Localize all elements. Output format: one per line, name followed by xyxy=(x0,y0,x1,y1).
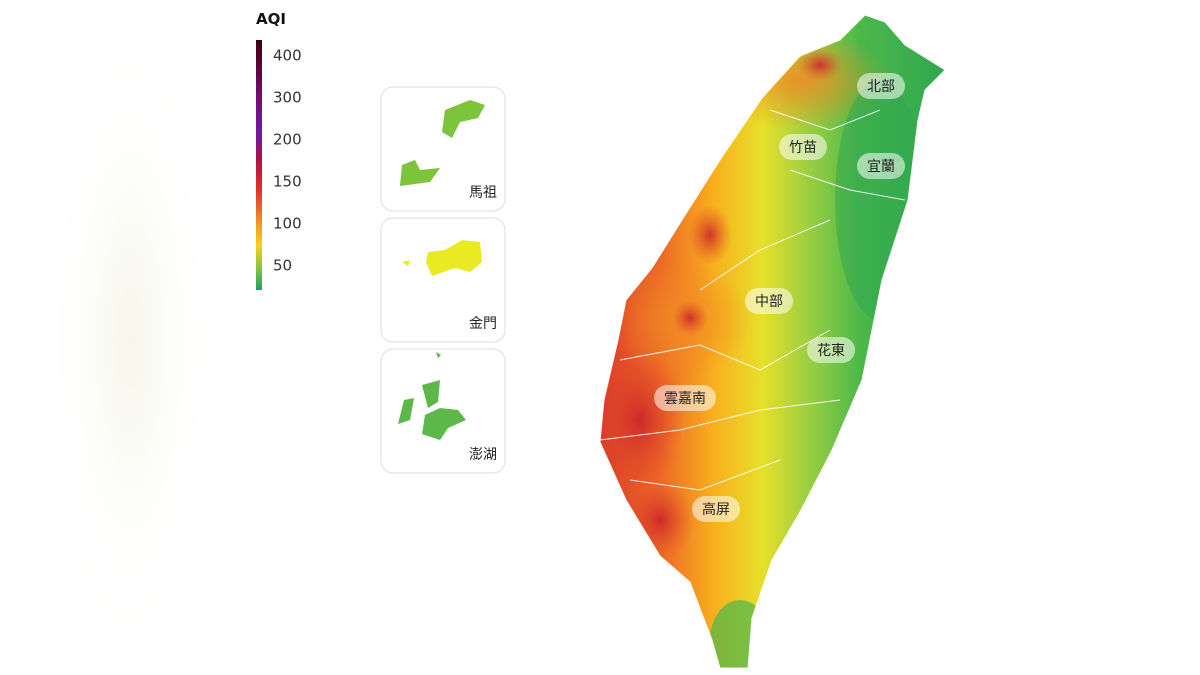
region-label-bg xyxy=(692,496,740,522)
legend-tick-label: 50 xyxy=(273,257,292,275)
legend-title: AQI xyxy=(256,10,286,28)
inset-shape xyxy=(398,352,466,440)
region-label-bg xyxy=(857,153,905,179)
legend-tick-label: 150 xyxy=(273,173,302,191)
inset-shape xyxy=(402,240,482,276)
inset-label: 馬祖 xyxy=(469,185,497,201)
legend-colorbar xyxy=(256,40,262,290)
legend-tick-label: 400 xyxy=(273,47,302,65)
region-label: 宜蘭 xyxy=(867,159,895,175)
legend-tick-label: 300 xyxy=(273,89,302,107)
region-label-bg xyxy=(807,337,855,363)
legend-tick-label: 100 xyxy=(273,215,302,233)
region-label-bg xyxy=(857,73,905,99)
legend-tick-label: 200 xyxy=(273,131,302,149)
region-label: 中部 xyxy=(755,294,783,310)
region-label: 雲嘉南 xyxy=(664,391,706,407)
legend-ticks: 400 300 200 150 100 50 xyxy=(273,47,302,275)
region-label-bg xyxy=(779,134,827,160)
region-label-bg xyxy=(654,385,716,411)
background-haze xyxy=(40,10,220,670)
inset-label: 澎湖 xyxy=(469,447,497,463)
region-label: 北部 xyxy=(867,79,895,95)
insets xyxy=(380,86,506,474)
region-label-bg xyxy=(745,288,793,314)
region-borders xyxy=(599,14,946,669)
region-label: 花東 xyxy=(817,343,845,359)
inset-shape xyxy=(400,100,485,186)
taiwan-aqi-surface xyxy=(600,15,945,668)
region-label: 竹苗 xyxy=(789,140,817,156)
region-label: 高屏 xyxy=(702,501,730,518)
inset-label: 金門 xyxy=(469,316,497,332)
